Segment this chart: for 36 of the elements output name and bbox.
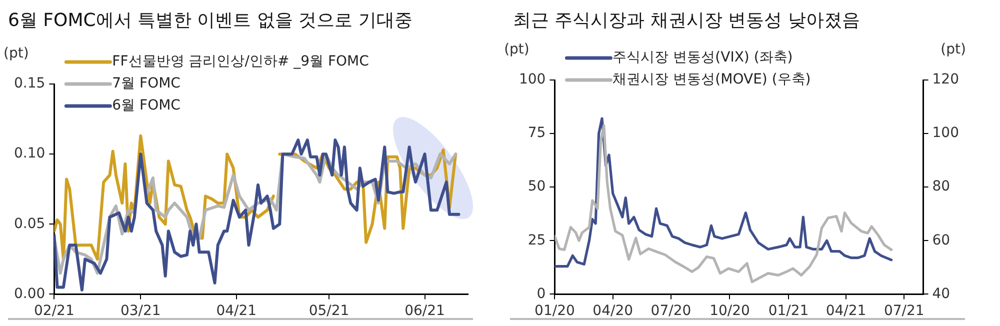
legend-label: 6월 FOMC	[112, 98, 181, 114]
y-tick-label: 25	[528, 232, 546, 248]
x-tick-label: 04/21	[216, 303, 257, 320]
y-tick-label: 0.00	[14, 286, 46, 302]
y-tick-label: 75	[528, 125, 546, 142]
y2-tick-label: 120	[932, 72, 960, 88]
y2-tick-label: 80	[932, 178, 950, 195]
y2-tick-label: 100	[932, 125, 960, 142]
legend-label: FF선물반영 금리인상/인하# _9월 FOMC	[112, 54, 370, 70]
x-tick-label: 03/21	[120, 303, 161, 320]
x-tick-label: 02/21	[34, 303, 74, 320]
y-axis-title: (pt)	[504, 42, 530, 58]
legend-label: 7월 FOMC	[112, 76, 181, 92]
x-tick-label: 10/20	[710, 303, 750, 320]
y-tick-label: 50	[528, 178, 546, 195]
x-tick-label: 07/20	[650, 303, 692, 320]
x-tick-label: 01/20	[534, 303, 575, 320]
y-tick-label: 0.15	[14, 76, 46, 92]
x-tick-label: 04/20	[592, 303, 634, 320]
y-tick-label: 0	[536, 286, 546, 302]
y-tick-label: 0.10	[14, 146, 46, 162]
legend-label: 주식시장 변동성(VIX) (좌축)	[612, 50, 793, 66]
x-tick-label: 06/21	[404, 303, 445, 320]
x-tick-label: 07/21	[884, 303, 924, 320]
chart-title: 최근 주식시장과 채권시장 변동성 낮아졌음	[513, 9, 860, 32]
x-tick-label: 04/21	[826, 303, 866, 320]
x-tick-label: 01/21	[768, 303, 809, 320]
chart-title: 6월 FOMC에서 특별한 이벤트 없을 것으로 기대중	[8, 9, 412, 32]
x-tick-label: 05/21	[308, 303, 350, 320]
y2-tick-label: 60	[932, 232, 950, 248]
y2-axis-title: (pt)	[940, 42, 966, 58]
y-tick-label: 100	[518, 72, 546, 88]
y2-tick-label: 40	[932, 286, 950, 302]
legend-label: 채권시장 변동성(MOVE) (우축)	[612, 72, 811, 88]
y-tick-label: 0.05	[14, 216, 46, 232]
y-axis-title: (pt)	[4, 46, 29, 62]
